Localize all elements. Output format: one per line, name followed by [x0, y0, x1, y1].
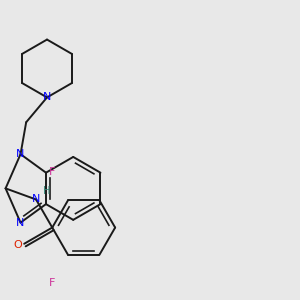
- Text: H: H: [43, 186, 50, 196]
- Text: N: N: [32, 194, 40, 205]
- Text: F: F: [49, 278, 55, 288]
- Text: N: N: [43, 92, 51, 102]
- Text: O: O: [14, 241, 22, 250]
- Text: N: N: [16, 149, 25, 159]
- Text: F: F: [49, 167, 55, 177]
- Text: N: N: [16, 218, 25, 228]
